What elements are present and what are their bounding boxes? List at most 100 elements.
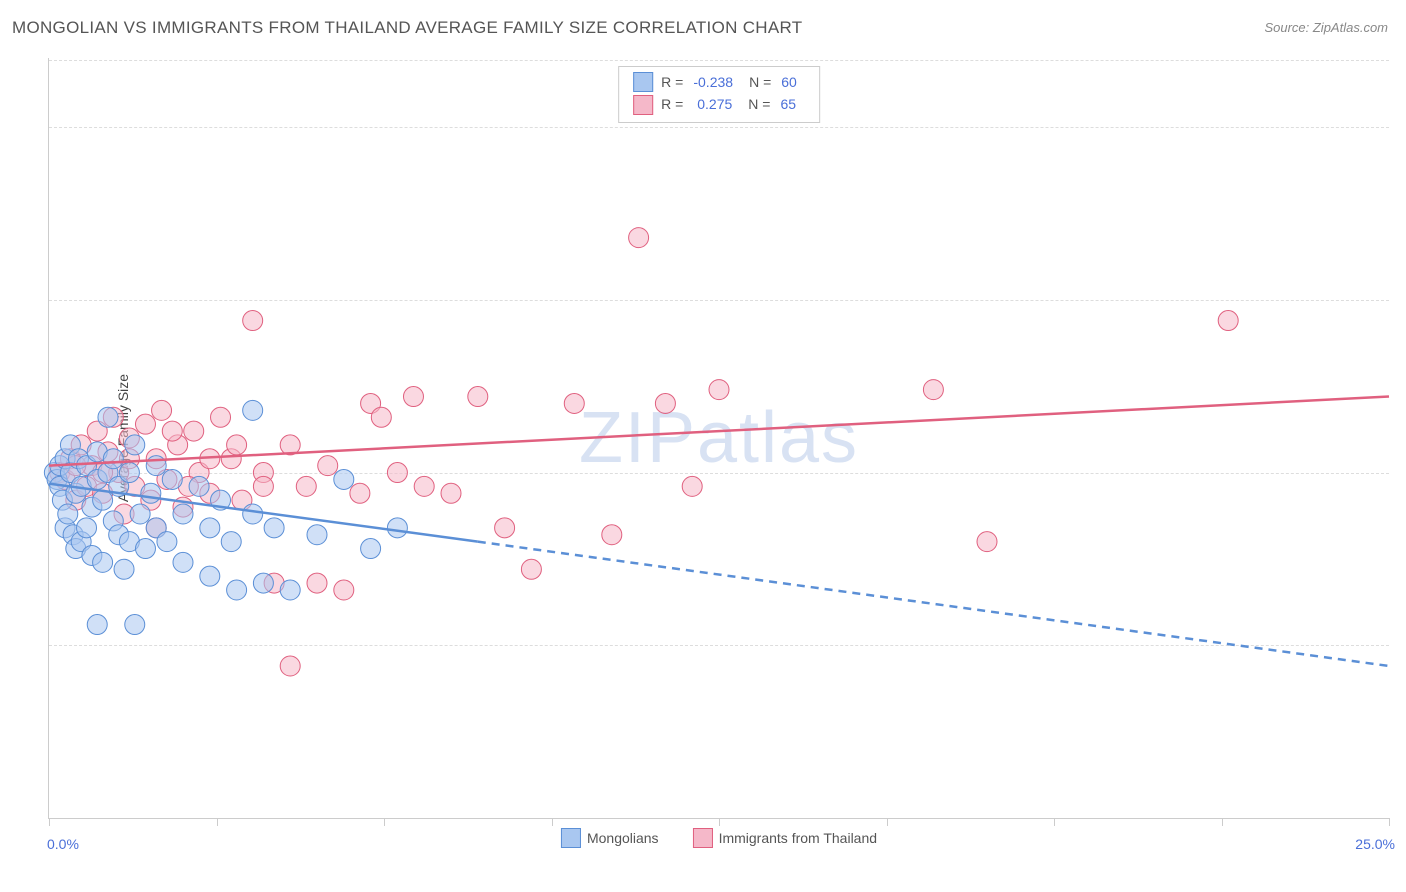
data-point — [629, 228, 649, 248]
data-point — [135, 414, 155, 434]
data-point — [141, 483, 161, 503]
data-point — [227, 435, 247, 455]
legend-item-thailand: Immigrants from Thailand — [693, 828, 877, 848]
data-point — [371, 407, 391, 427]
data-point — [280, 580, 300, 600]
data-point — [977, 532, 997, 552]
data-point — [307, 573, 327, 593]
stat-r-label2: R = — [661, 93, 683, 115]
data-point — [296, 476, 316, 496]
data-point — [264, 518, 284, 538]
legend-item-mongolians: Mongolians — [561, 828, 659, 848]
data-point — [227, 580, 247, 600]
data-point — [307, 525, 327, 545]
data-point — [157, 532, 177, 552]
legend-label-thailand: Immigrants from Thailand — [719, 830, 877, 846]
x-max-label: 25.0% — [1355, 836, 1395, 852]
legend-swatch-mongolians-icon — [561, 828, 581, 848]
data-point — [1218, 311, 1238, 331]
data-point — [162, 421, 182, 441]
x-min-label: 0.0% — [47, 836, 79, 852]
chart-title: MONGOLIAN VS IMMIGRANTS FROM THAILAND AV… — [12, 18, 802, 38]
data-point — [184, 421, 204, 441]
data-point — [125, 615, 145, 635]
ytick-label: 6.00 — [1395, 119, 1406, 135]
data-point — [923, 380, 943, 400]
xtick — [552, 818, 553, 826]
xtick — [1222, 818, 1223, 826]
data-point — [253, 573, 273, 593]
data-point — [709, 380, 729, 400]
stats-row-thailand: R = 0.275 N = 65 — [633, 93, 805, 115]
data-point — [602, 525, 622, 545]
data-point — [114, 559, 134, 579]
data-point — [162, 469, 182, 489]
stats-legend-box: R = -0.238 N = 60 R = 0.275 N = 65 — [618, 66, 820, 123]
xtick — [217, 818, 218, 826]
data-point — [243, 504, 263, 524]
data-point — [521, 559, 541, 579]
stat-r-label: R = — [661, 71, 683, 93]
data-point — [655, 393, 675, 413]
xtick — [887, 818, 888, 826]
xtick — [49, 818, 50, 826]
stat-n-label: N = — [749, 71, 771, 93]
ytick-label: 4.75 — [1395, 292, 1406, 308]
data-point — [318, 456, 338, 476]
data-point — [403, 387, 423, 407]
data-point — [243, 311, 263, 331]
legend-swatch-thailand-icon — [693, 828, 713, 848]
ytick-label: 3.50 — [1395, 465, 1406, 481]
data-point — [189, 476, 209, 496]
swatch-thailand-icon — [633, 95, 653, 115]
data-point — [130, 504, 150, 524]
data-point — [387, 463, 407, 483]
data-point — [77, 518, 97, 538]
data-point — [414, 476, 434, 496]
xtick — [719, 818, 720, 826]
data-point — [93, 552, 113, 572]
data-point — [468, 387, 488, 407]
plot-svg — [49, 58, 1389, 818]
data-point — [564, 393, 584, 413]
data-point — [682, 476, 702, 496]
data-point — [253, 476, 273, 496]
stat-n-mongolians: 60 — [781, 71, 797, 93]
data-point — [200, 566, 220, 586]
xtick — [384, 818, 385, 826]
data-point — [211, 407, 231, 427]
data-point — [119, 463, 139, 483]
data-point — [280, 656, 300, 676]
data-point — [243, 400, 263, 420]
data-point — [361, 539, 381, 559]
data-point — [221, 532, 241, 552]
data-point — [152, 400, 172, 420]
data-point — [173, 504, 193, 524]
stat-n-thailand: 65 — [780, 93, 796, 115]
data-point — [441, 483, 461, 503]
data-point — [58, 504, 78, 524]
chart-area: Average Family Size ZIPatlas 2.253.504.7… — [48, 58, 1389, 819]
data-point — [200, 518, 220, 538]
data-point — [387, 518, 407, 538]
data-point — [125, 435, 145, 455]
regression-line — [478, 542, 1389, 666]
data-point — [495, 518, 515, 538]
stat-r-thailand: 0.275 — [693, 93, 732, 115]
data-point — [98, 407, 118, 427]
swatch-mongolians-icon — [633, 72, 653, 92]
stat-n-label2: N = — [748, 93, 770, 115]
data-point — [103, 449, 123, 469]
legend-label-mongolians: Mongolians — [587, 830, 659, 846]
data-point — [135, 539, 155, 559]
xtick — [1054, 818, 1055, 826]
xtick — [1389, 818, 1390, 826]
stat-r-mongolians: -0.238 — [693, 71, 733, 93]
data-point — [350, 483, 370, 503]
ytick-label: 2.25 — [1395, 637, 1406, 653]
bottom-legend: Mongolians Immigrants from Thailand — [549, 828, 889, 848]
data-point — [87, 615, 107, 635]
data-point — [93, 490, 113, 510]
data-point — [173, 552, 193, 572]
source-attrib: Source: ZipAtlas.com — [1264, 20, 1388, 35]
